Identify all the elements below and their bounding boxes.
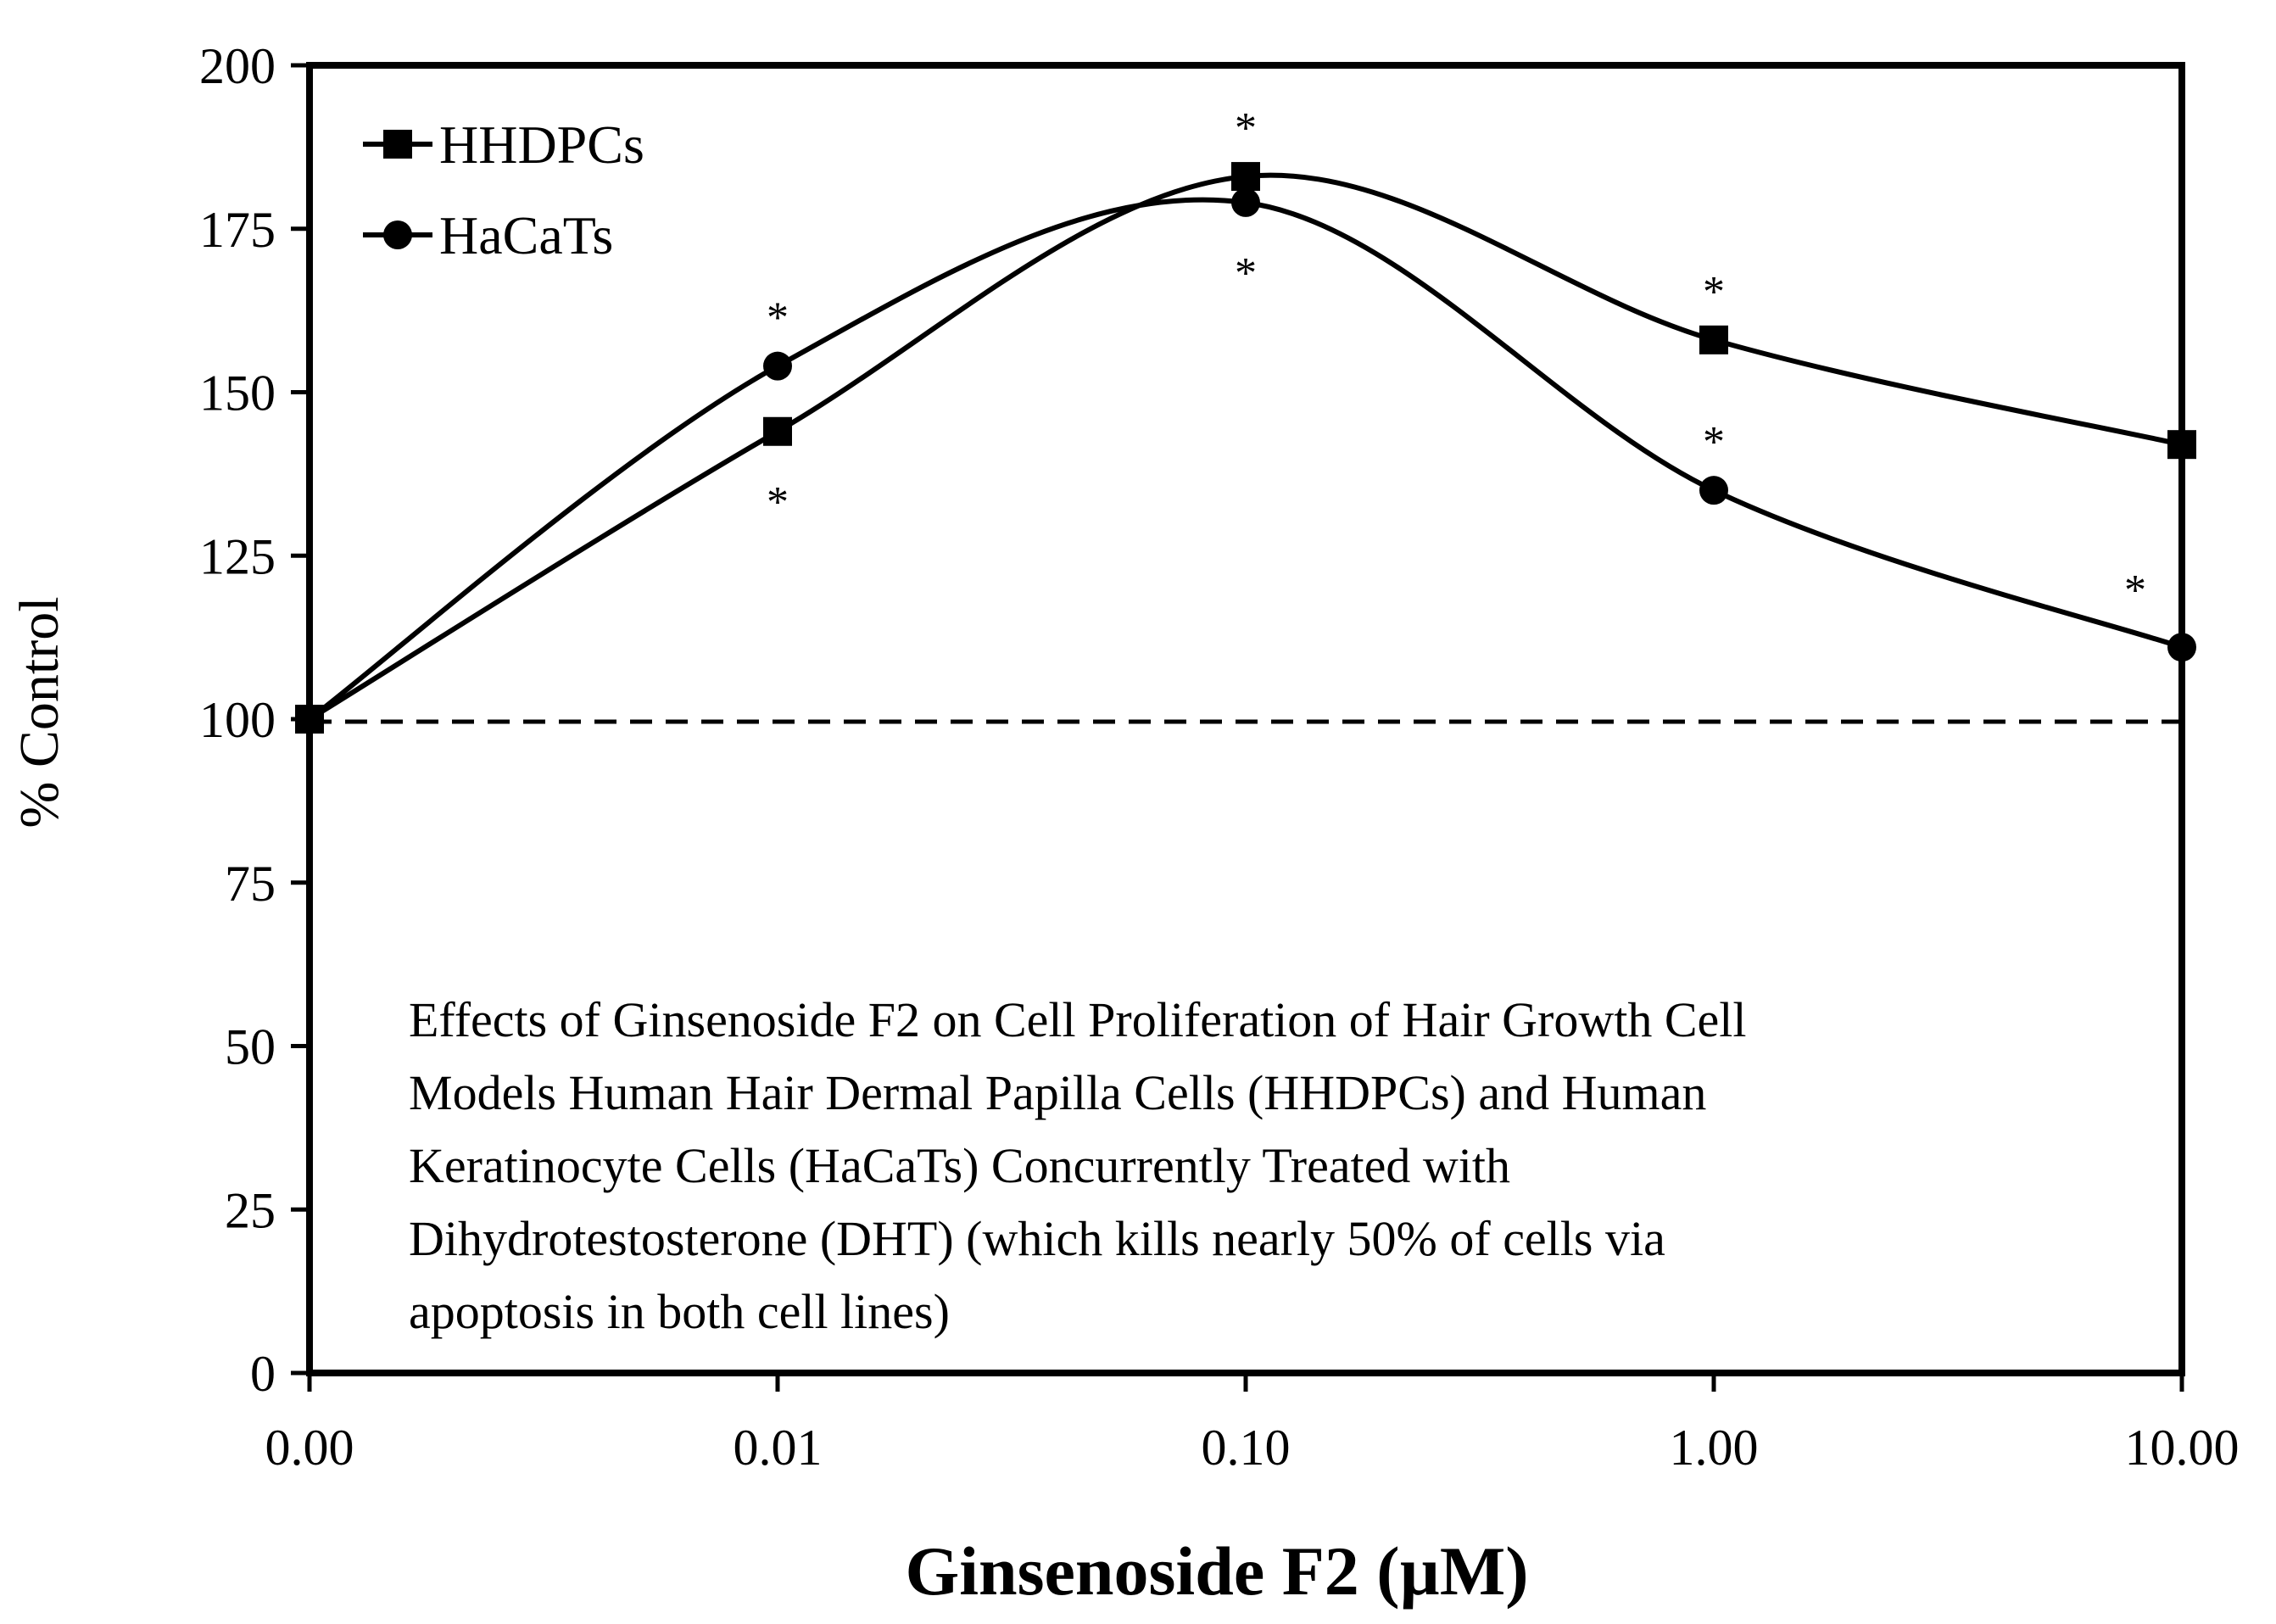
legend-item-hacats: HaCaTs bbox=[363, 205, 613, 265]
significance-star-hacats: * bbox=[2124, 566, 2146, 615]
y-tick-label: 175 bbox=[199, 202, 276, 258]
legend-marker-hacats bbox=[383, 220, 412, 249]
data-point-hhdpcs-1 bbox=[763, 416, 792, 446]
x-tick-label: 0.10 bbox=[1202, 1420, 1291, 1476]
data-point-hacats-4 bbox=[2167, 633, 2196, 662]
y-tick-label: 25 bbox=[225, 1182, 276, 1238]
x-tick-label: 0.01 bbox=[734, 1420, 823, 1476]
y-tick-label: 125 bbox=[199, 528, 276, 584]
legend-item-hhdpcs: HHDPCs bbox=[363, 114, 644, 175]
y-tick-label: 150 bbox=[199, 366, 276, 421]
y-tick-label: 200 bbox=[199, 38, 276, 94]
annotation-line: Effects of Ginsenoside F2 on Cell Prolif… bbox=[409, 992, 1747, 1047]
y-tick-label: 100 bbox=[199, 692, 276, 748]
significance-star-hacats: * bbox=[1235, 249, 1257, 298]
legend-label: HaCaTs bbox=[439, 205, 613, 265]
significance-star-hhdpcs: * bbox=[1703, 268, 1725, 316]
significance-star-hhdpcs: * bbox=[1235, 104, 1257, 153]
y-tick-label: 50 bbox=[225, 1019, 276, 1075]
annotation-line: Keratinocyte Cells (HaCaTs) Concurrently… bbox=[409, 1138, 1510, 1193]
data-point-hacats-3 bbox=[1699, 476, 1728, 505]
data-point-hhdpcs-4 bbox=[2167, 430, 2196, 460]
data-point-hhdpcs-3 bbox=[1699, 325, 1728, 354]
x-axis-label: Ginsenoside F2 (µM) bbox=[905, 1532, 1528, 1610]
significance-star-hhdpcs: * bbox=[767, 478, 789, 527]
legend-label: HHDPCs bbox=[439, 114, 644, 175]
significance-star-hacats: * bbox=[1703, 418, 1725, 466]
annotation-line: Models Human Hair Dermal Papilla Cells (… bbox=[409, 1065, 1706, 1120]
x-tick-label: 1.00 bbox=[1670, 1420, 1759, 1476]
y-tick-label: 0 bbox=[250, 1346, 276, 1402]
data-point-hacats-0 bbox=[295, 705, 324, 734]
significance-star-hacats: * bbox=[767, 294, 789, 343]
data-point-hhdpcs-2 bbox=[1231, 162, 1260, 192]
data-point-hacats-1 bbox=[763, 351, 792, 381]
y-tick-label: 75 bbox=[225, 856, 276, 912]
x-tick-label: 0.00 bbox=[265, 1420, 354, 1476]
annotation-line: apoptosis in both cell lines) bbox=[409, 1284, 950, 1339]
annotation-line: Dihydrotestosterone (DHT) (which kills n… bbox=[409, 1211, 1665, 1266]
y-axis-label: % Control bbox=[8, 596, 70, 828]
x-tick-label: 10.00 bbox=[2125, 1420, 2240, 1476]
legend-marker-hhdpcs bbox=[383, 130, 412, 159]
data-point-hacats-2 bbox=[1231, 187, 1260, 217]
